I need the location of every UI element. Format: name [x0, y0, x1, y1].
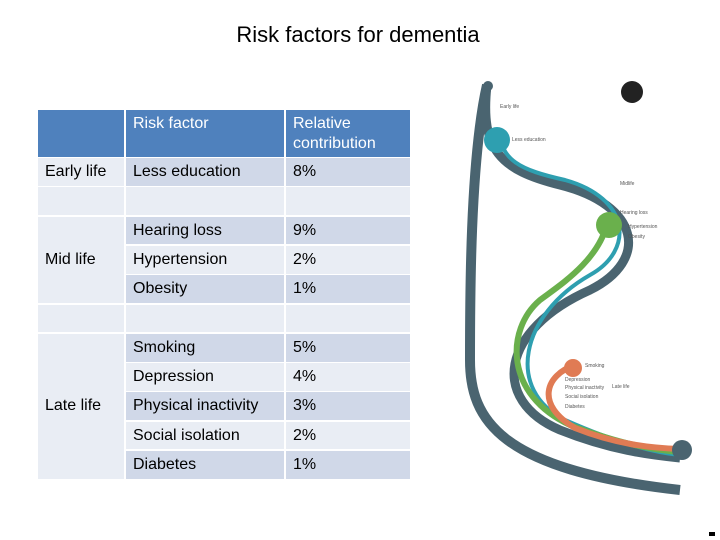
stage-cell: Mid life [38, 216, 124, 303]
blank-cell [38, 304, 124, 333]
figure-label: Depression [565, 377, 591, 383]
slide-title: Risk factors for dementia [236, 22, 480, 47]
factor-cell: Smoking [126, 333, 284, 362]
figure-labels: Early life Midlife Late life Less education… [500, 104, 658, 410]
factor-cell: Obesity [126, 275, 284, 303]
contribution-cell: 2% [286, 245, 410, 274]
blank-cell [286, 304, 410, 333]
factor-cell: Hearing loss [126, 216, 284, 245]
contribution-cell: 4% [286, 363, 410, 391]
header-cell [38, 110, 124, 157]
contribution-cell: 5% [286, 333, 410, 362]
dot [596, 212, 622, 238]
contribution-cell: 1% [286, 275, 410, 303]
figure-label: Smoking [585, 363, 605, 369]
marker [709, 532, 715, 536]
blank-cell [126, 187, 284, 216]
stage-cell: Late life [38, 333, 124, 479]
figure-label: Diabetes [565, 404, 585, 410]
blank-cell [38, 187, 124, 216]
header-cell: Risk factor [126, 110, 284, 157]
blank-cell [286, 187, 410, 216]
factor-cell: Hypertension [126, 245, 284, 274]
factor-cell: Diabetes [126, 451, 284, 479]
figure-label: Hypertension [628, 224, 658, 230]
figure-label: Obesity [628, 234, 645, 240]
factor-cell: Less education [126, 158, 284, 186]
legend-dot [621, 81, 643, 103]
contribution-cell: 9% [286, 216, 410, 245]
dot [564, 359, 582, 377]
factor-cell: Social isolation [126, 421, 284, 450]
header-cell: Relative contribution [286, 110, 410, 157]
strand [545, 362, 681, 452]
strand [464, 83, 681, 495]
contribution-cell: 8% [286, 158, 410, 186]
figure-label: Early life [500, 104, 519, 110]
figure-label: Midlife [620, 181, 635, 187]
factor-cell: Physical inactivity [126, 392, 284, 421]
figure-label: Physical inactivity [565, 385, 605, 391]
contribution-cell: 2% [286, 421, 410, 450]
dot [483, 81, 493, 91]
blank-cell [126, 304, 284, 333]
dot [484, 127, 510, 153]
figure-strands [464, 83, 681, 495]
stage-cell: Early life [38, 158, 124, 186]
figure-label: Late life [612, 384, 630, 390]
figure-label: Less education [512, 137, 546, 143]
figure-label: Social isolation [565, 394, 599, 400]
contribution-cell: 3% [286, 392, 410, 421]
contribution-cell: 1% [286, 451, 410, 479]
dot [672, 440, 692, 460]
figure-label: Hearing loss [620, 210, 648, 216]
strand [481, 84, 681, 463]
factor-cell: Depression [126, 363, 284, 391]
